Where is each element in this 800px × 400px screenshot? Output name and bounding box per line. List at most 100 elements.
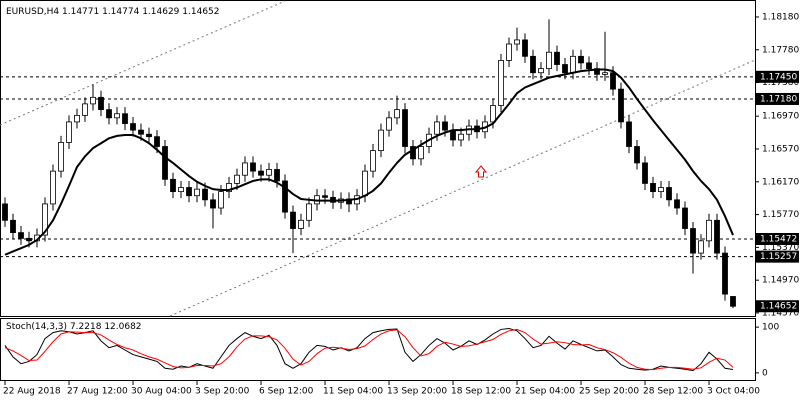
candle-body [186,187,192,197]
candle-body [114,113,120,119]
candle-body [714,219,720,254]
candle-body [706,219,712,242]
x-tick-label: 28 Sep 12:00 [643,387,703,397]
y-tick-label: 0 [762,368,768,378]
y-tick-label: 1.16170 [762,177,799,187]
candle-body [26,237,32,242]
stoch-signal: 12.0682 [104,322,141,332]
candle-body [74,114,80,123]
candle-body [250,162,256,172]
candle-body [522,39,528,57]
candle-body [394,109,400,119]
candle-body [258,170,264,176]
candle-body [210,199,216,209]
x-tick-label: 3 Sep 20:00 [195,387,250,397]
candle-body [226,183,232,193]
y-tick-label: 100 [762,323,779,333]
stoch-header: Stoch(14,3,3) 7.2218 12.0682 [6,322,142,332]
candle-body [578,55,584,64]
stoch-line [4,328,734,371]
x-tick-label: 21 Sep 04:00 [515,387,575,397]
candle-body [170,178,176,193]
candle-body [626,121,632,147]
channel-line-lower [169,59,756,317]
x-tick-label: 30 Aug 04:00 [131,387,192,397]
y-tick-label: 1.16570 [762,144,799,154]
candle-body [178,187,184,193]
y-tick-label: 1.14970 [762,276,799,286]
candle-body [682,207,688,229]
candle-body [666,187,672,201]
level-label: 1.17450 [760,72,797,82]
candle-body [386,117,392,131]
candle-body [722,252,728,295]
x-tick-label: 27 Aug 12:00 [67,387,128,397]
candle-body [514,39,520,45]
candle-body [378,129,384,152]
candle-body [634,146,640,164]
x-tick-label: 11 Sep 04:00 [323,387,383,397]
x-tick-label: 6 Sep 12:00 [259,387,314,397]
x-tick-label: 22 Aug 2018 [3,387,61,397]
candle-body [58,142,64,172]
stoch-title: Stoch(14,3,3) [6,322,67,332]
last-price-label: 1.14652 [760,302,797,312]
candle-body [362,170,368,197]
candle-body [562,64,568,74]
candle-body [2,203,8,221]
candle-body [130,123,136,131]
candle-body [490,105,496,123]
candle-body [322,195,328,198]
candle-body [410,146,416,160]
last-price-box [756,300,799,313]
candle-body [690,228,696,254]
stoch-panel-frame [0,318,756,381]
low: 1.14629 [142,7,179,17]
candle-body [282,180,288,213]
candle-body [730,296,736,307]
candle-body [50,170,56,205]
candle-body [266,169,272,176]
candle-body [42,203,48,236]
candle-body [194,188,200,197]
y-tick-label: 1.14570 [762,308,799,318]
candle-body [306,203,312,221]
candle-body [658,187,664,193]
candle-body [82,103,88,116]
candle-body [298,219,304,229]
candle-body [458,133,464,141]
channel-line-upper [0,0,286,126]
main-panel-frame [0,0,756,317]
stoch-line [4,328,734,372]
candle-body [290,211,296,229]
high: 1.14774 [102,7,139,17]
candle-body [610,72,616,90]
candle-body [506,43,512,61]
stoch-main: 7.2218 [70,322,102,332]
candle-body [10,219,16,234]
level-label: 1.15472 [760,235,797,245]
candle-body [218,191,224,209]
candle-body [402,109,408,147]
candle-body [530,55,536,74]
candle-body [370,150,376,172]
candle-body [242,162,248,176]
candle-body [442,121,448,131]
level-label: 1.15257 [760,252,797,262]
moving-average [4,68,734,256]
candle-body [162,146,168,180]
candle-body [538,68,544,74]
symbol: EURUSD,H4 [6,7,59,17]
open: 1.14771 [62,7,99,17]
x-tick-label: 25 Sep 20:00 [579,387,639,397]
x-tick-label: 13 Sep 20:00 [387,387,447,397]
candle-body [202,188,208,201]
candle-body [650,183,656,193]
candle-body [274,169,280,182]
candle-body [154,136,160,147]
candle-body [18,232,24,239]
level-label-box [756,250,799,263]
candle-body [66,121,72,143]
